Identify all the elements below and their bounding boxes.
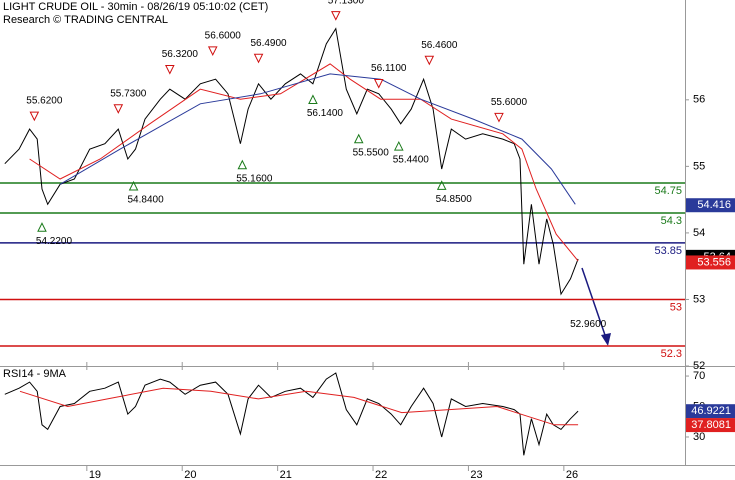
chart-title: LIGHT CRUDE OIL - 30min - 08/26/19 05:10… — [3, 1, 268, 13]
y-tick-label: 55 — [693, 160, 705, 172]
high-label: 57.1300 — [328, 0, 365, 6]
low-marker — [353, 133, 364, 144]
y-tick-label: 52 — [693, 360, 705, 372]
low-marker — [436, 180, 447, 190]
low-label: 54.8500 — [436, 194, 473, 205]
price-badge — [686, 255, 735, 270]
level-label: 53.85 — [654, 245, 682, 257]
level-note: 52.9600 — [570, 319, 607, 330]
forecast-arrow-head — [601, 333, 611, 346]
low-label: 54.2200 — [36, 236, 73, 247]
high-marker — [165, 65, 175, 75]
high-label: 55.6200 — [26, 96, 63, 107]
high-marker — [331, 11, 341, 21]
series-line — [4, 27, 579, 296]
low-marker — [237, 159, 248, 170]
high-label: 56.4900 — [250, 38, 287, 49]
y-tick-label: 54 — [693, 227, 705, 239]
price-badge-label: 37.8081 — [691, 419, 731, 431]
series-line — [29, 63, 579, 262]
x-tick-label: 22 — [375, 469, 387, 480]
high-label: 56.3200 — [162, 49, 199, 60]
high-marker — [207, 46, 218, 57]
level-label: 53 — [670, 301, 682, 313]
price-badge — [686, 198, 735, 213]
high-label: 56.4600 — [421, 40, 458, 51]
y-tick-label: 30 — [693, 431, 705, 443]
price-badge-label: 46.9221 — [691, 405, 731, 417]
low-label: 55.5500 — [353, 147, 390, 158]
high-label: 56.1100 — [371, 63, 407, 74]
high-marker — [29, 111, 40, 122]
chart-subtitle: Research © TRADING CENTRAL — [3, 14, 168, 26]
price-badge — [686, 418, 735, 433]
y-tick-label: 56 — [693, 94, 705, 106]
low-marker — [128, 180, 139, 191]
high-label: 55.7300 — [110, 88, 147, 99]
rsi-title: RSI14 - 9MA — [3, 368, 67, 380]
x-tick-label: 21 — [280, 469, 292, 480]
price-badge-label: 54.416 — [697, 199, 731, 211]
low-label: 56.1400 — [307, 108, 344, 119]
x-tick-label: 20 — [184, 469, 196, 480]
low-marker — [393, 140, 404, 151]
price-badge-label: 53.556 — [697, 256, 731, 268]
level-label: 54.3 — [661, 215, 682, 227]
low-label: 55.1600 — [236, 173, 273, 184]
low-marker — [37, 222, 47, 232]
y-tick-label: 53 — [693, 293, 705, 305]
high-label: 56.6000 — [205, 31, 242, 42]
high-label: 55.6000 — [491, 97, 528, 108]
level-label: 52.3 — [661, 348, 682, 360]
y-tick-label: 70 — [693, 370, 705, 382]
low-label: 55.4400 — [393, 155, 430, 166]
low-marker — [308, 94, 318, 105]
high-marker — [424, 55, 435, 66]
x-tick-label: 19 — [89, 469, 101, 480]
low-label: 54.8400 — [127, 195, 164, 206]
x-tick-label: 23 — [470, 469, 482, 480]
high-marker — [494, 112, 504, 123]
series-line — [4, 372, 579, 456]
high-marker — [253, 53, 264, 64]
x-tick-label: 26 — [566, 469, 578, 480]
series-line — [19, 387, 579, 426]
forecast-arrow — [581, 267, 607, 339]
level-label: 54.75 — [654, 185, 682, 197]
high-marker — [373, 78, 384, 89]
high-marker — [113, 104, 124, 114]
price-badge — [686, 404, 735, 419]
